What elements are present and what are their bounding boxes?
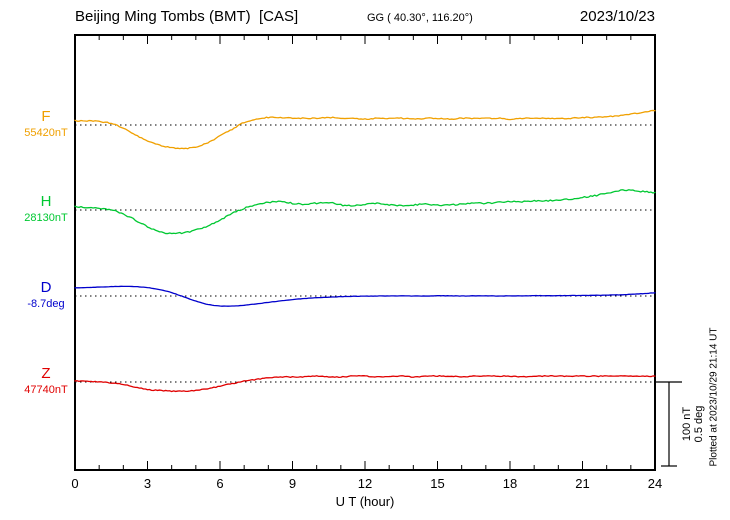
plotted-at-timestamp: Plotted at 2023/10/29 21:14 UT [708,327,720,467]
plot-border [74,34,656,471]
x-tick-label: 24 [647,476,663,491]
station-title: Beijing Ming Tombs (BMT) [CAS] [75,8,299,25]
channel-D-baseline-value: -8.7deg [27,298,65,310]
channel-Z-label: Z [41,365,51,382]
x-tick-label: 18 [502,476,518,491]
geographic-coordinates: GG ( 40.30°, 116.20°) [367,12,473,24]
channel-H-label: H [40,193,52,210]
channel-D-label: D [40,279,52,296]
observation-date: 2023/10/23 [579,8,655,25]
x-tick-label: 9 [288,476,297,491]
x-tick-label: 0 [71,476,79,491]
trace-D [74,285,656,307]
scalebar-deg-label: 0.5 deg [693,405,705,443]
channel-Z-baseline-value: 47740nT [24,384,68,396]
x-tick-label: 3 [143,476,152,491]
x-tick-label: 6 [216,476,224,491]
channel-F-baseline-value: 55420nT [24,127,68,139]
x-tick-label: 21 [575,476,590,491]
trace-Z [74,374,656,393]
channel-H-baseline-value: 28130nT [24,212,68,224]
x-tick-label: 15 [430,476,445,491]
x-tick-label: 12 [357,476,373,491]
scalebar-nt-label: 100 nT [681,406,693,442]
x-axis-label: U T (hour) [335,494,395,509]
trace-F [74,109,656,150]
trace-H [74,189,656,235]
channel-F-label: F [41,108,51,125]
